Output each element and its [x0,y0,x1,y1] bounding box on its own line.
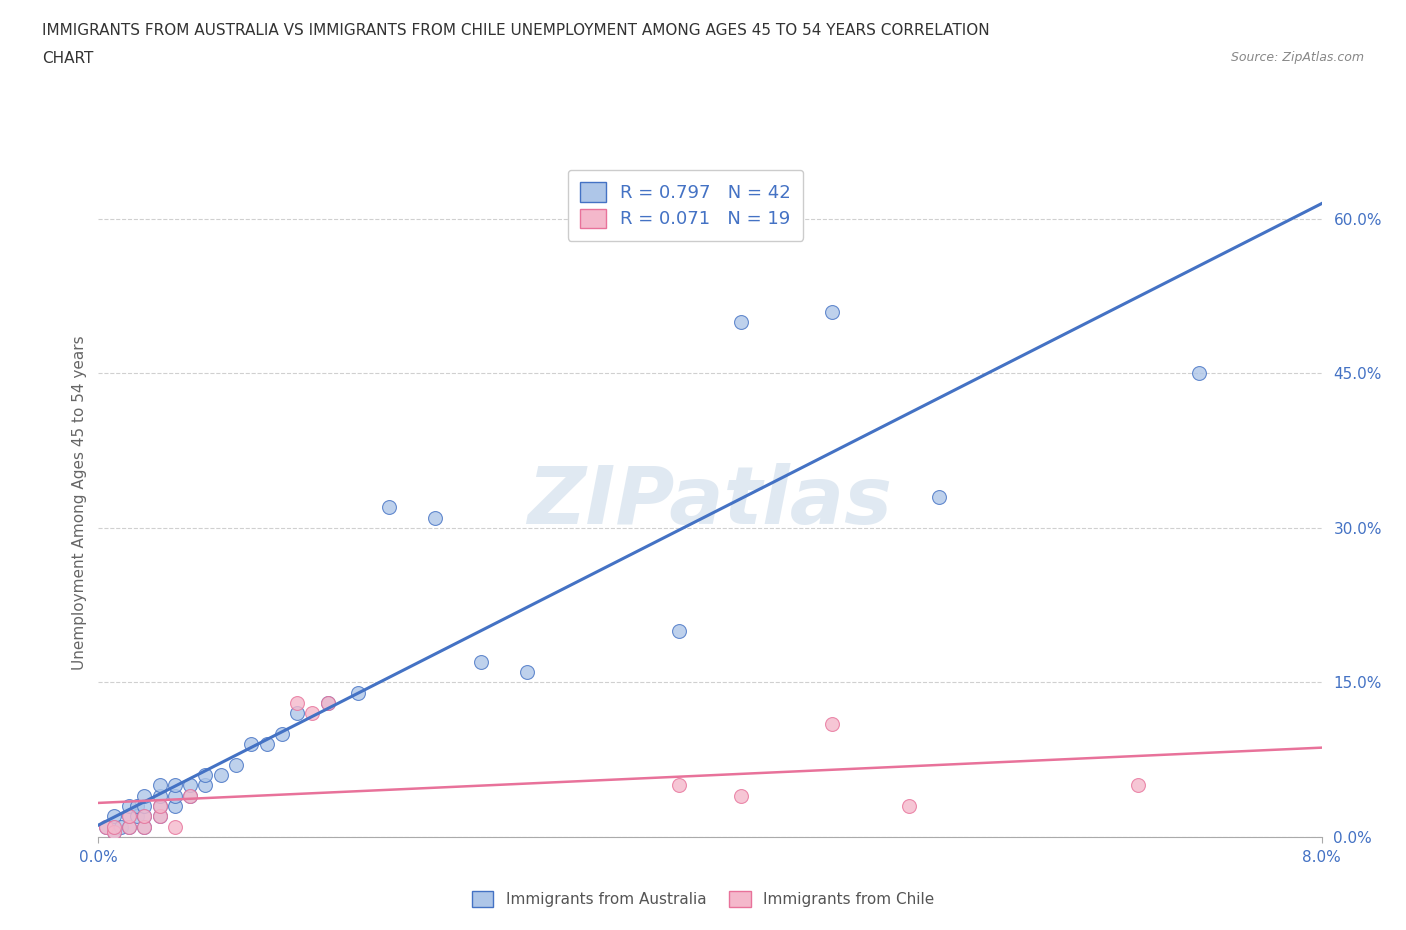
Point [470,655,492,670]
Point [179,789,201,804]
Point [730,314,752,329]
Point [149,809,172,824]
Legend: Immigrants from Australia, Immigrants from Chile: Immigrants from Australia, Immigrants fr… [465,884,941,913]
Point [118,819,141,834]
Point [125,809,148,824]
Point [94,819,117,834]
Point [179,778,201,793]
Point [149,789,172,804]
Point [103,819,125,834]
Point [225,757,247,772]
Point [347,685,370,700]
Point [256,737,278,751]
Text: ZIPatlas: ZIPatlas [527,463,893,541]
Point [1188,366,1211,381]
Point [118,809,141,824]
Point [110,819,132,834]
Point [134,809,156,824]
Point [94,819,117,834]
Point [103,819,125,834]
Point [125,799,148,814]
Text: IMMIGRANTS FROM AUSTRALIA VS IMMIGRANTS FROM CHILE UNEMPLOYMENT AMONG AGES 45 TO: IMMIGRANTS FROM AUSTRALIA VS IMMIGRANTS … [42,23,990,38]
Point [103,824,125,839]
Point [730,789,752,804]
Point [668,778,690,793]
Point [516,665,538,680]
Legend: R = 0.797   N = 42, R = 0.071   N = 19: R = 0.797 N = 42, R = 0.071 N = 19 [568,170,803,241]
Y-axis label: Unemployment Among Ages 45 to 54 years: Unemployment Among Ages 45 to 54 years [72,335,87,670]
Point [103,824,125,839]
Point [897,799,920,814]
Point [163,778,186,793]
Point [240,737,263,751]
Point [149,778,172,793]
Point [134,809,156,824]
Text: Source: ZipAtlas.com: Source: ZipAtlas.com [1230,51,1364,64]
Point [1128,778,1150,793]
Point [118,799,141,814]
Point [103,809,125,824]
Point [163,819,186,834]
Point [285,706,308,721]
Point [301,706,323,721]
Text: CHART: CHART [42,51,94,66]
Point [316,696,339,711]
Point [316,696,339,711]
Point [928,489,950,504]
Point [134,799,156,814]
Point [163,799,186,814]
Point [149,809,172,824]
Point [134,789,156,804]
Point [821,304,844,319]
Point [285,696,308,711]
Point [821,716,844,731]
Point [209,768,232,783]
Point [423,511,446,525]
Point [134,819,156,834]
Point [179,789,201,804]
Point [134,819,156,834]
Point [378,500,401,515]
Point [194,778,217,793]
Point [118,809,141,824]
Point [270,726,294,741]
Point [163,789,186,804]
Point [194,768,217,783]
Point [118,819,141,834]
Point [668,623,690,638]
Point [149,799,172,814]
Point [149,799,172,814]
